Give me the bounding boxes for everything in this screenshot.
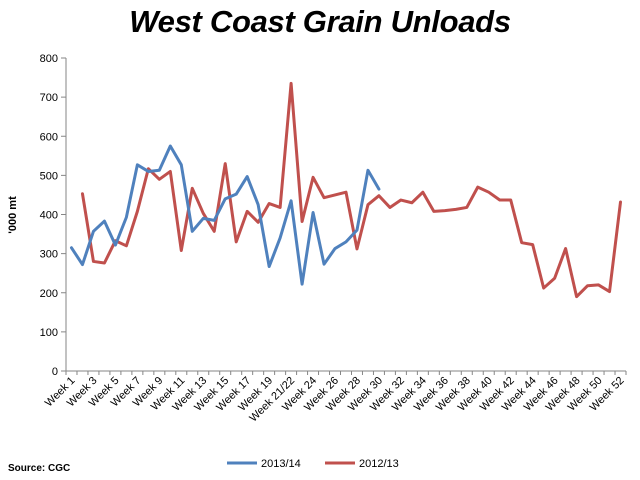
legend-label: 2012/13: [359, 458, 399, 470]
y-tick-label: 300: [40, 249, 58, 261]
source-note: Source: CGC: [8, 463, 70, 474]
y-tick-label: 600: [40, 131, 58, 143]
chart-title: West Coast Grain Unloads: [129, 4, 511, 39]
y-axis-title: '000 mt: [7, 196, 19, 234]
y-axis: 0 100 200 300 400 500 600 700 800: [40, 53, 67, 378]
series-line-2012-13: [80, 81, 623, 299]
y-tick-label: 800: [40, 53, 58, 65]
series-lines: [69, 81, 623, 299]
y-tick-label: 100: [40, 327, 58, 339]
legend-label: 2013/14: [261, 458, 301, 470]
y-tick-label: 0: [52, 366, 58, 378]
y-tick-label: 500: [40, 170, 58, 182]
y-tick-label: 200: [40, 288, 58, 300]
y-tick-label: 400: [40, 210, 58, 222]
series-line-2013-14: [69, 144, 381, 286]
y-tick-label: 700: [40, 92, 58, 104]
legend: 2013/14 2012/13: [227, 458, 399, 470]
